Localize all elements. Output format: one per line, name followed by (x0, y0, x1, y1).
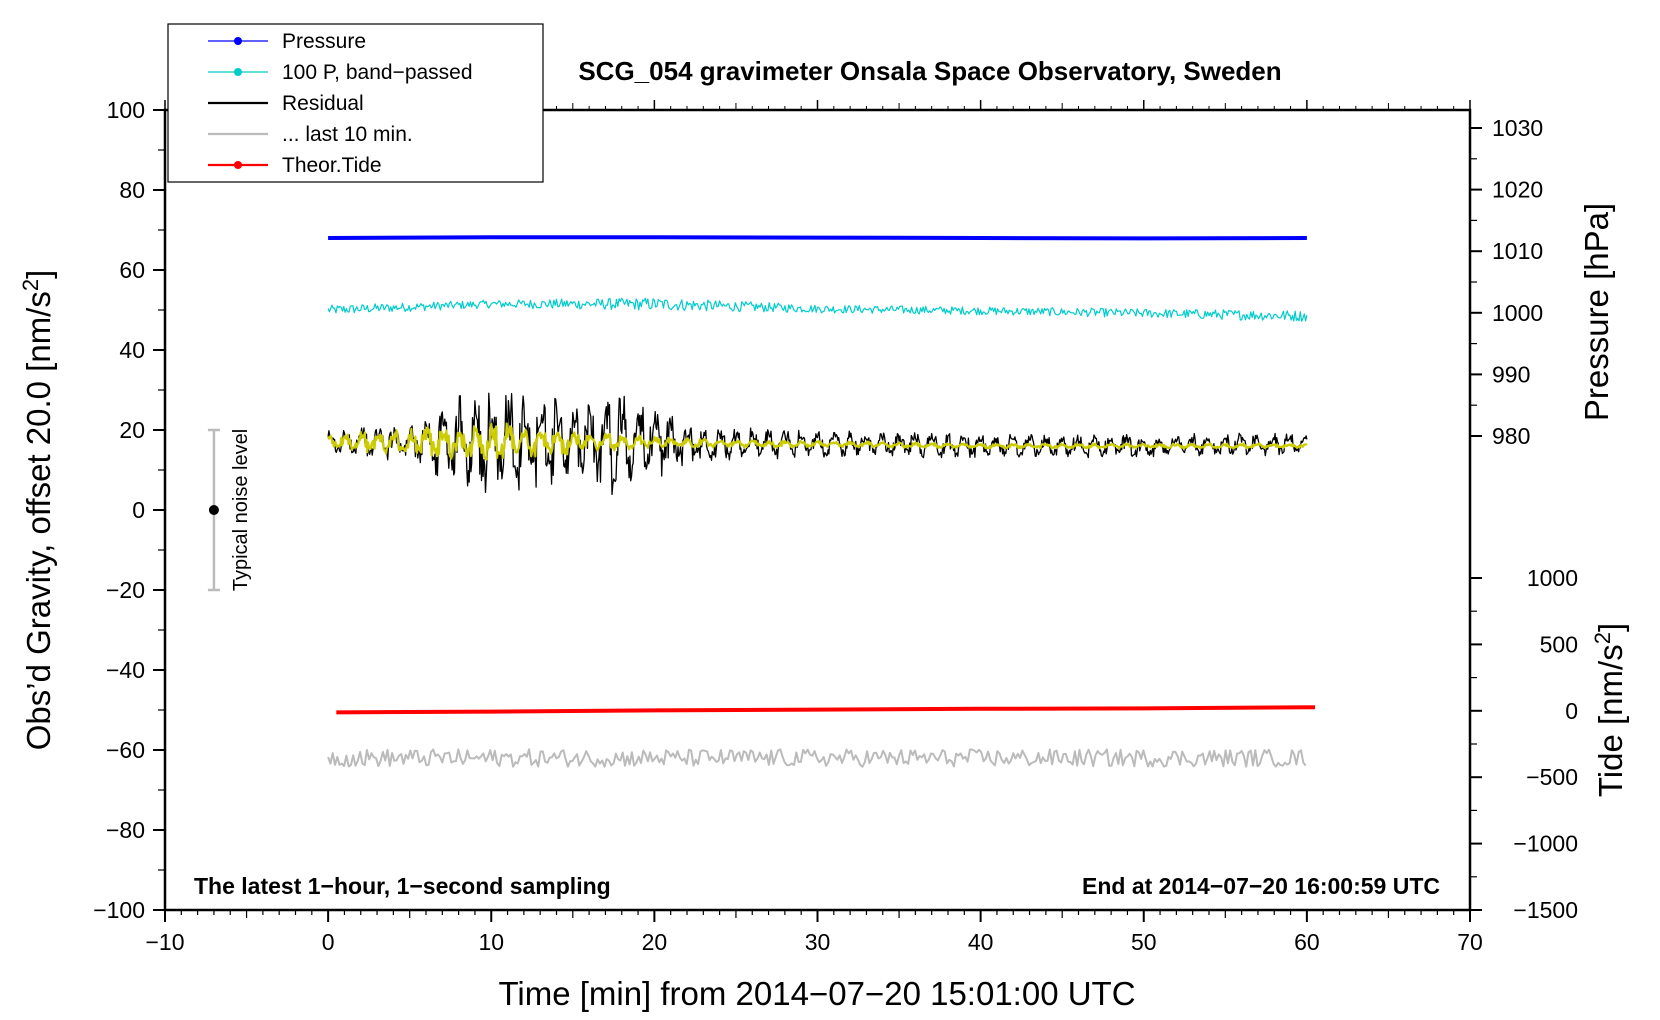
x-tick-label: 10 (478, 929, 504, 955)
legend-label-tide: Theor.Tide (282, 154, 382, 177)
y-tick-label: −60 (106, 737, 145, 763)
tide-tick-label: 500 (1540, 631, 1578, 657)
x-tick-label: 40 (968, 929, 994, 955)
tide-tick-label: −1500 (1513, 897, 1578, 923)
pressure-tick-label: 1030 (1492, 115, 1543, 141)
y-tick-label: 100 (107, 97, 145, 123)
legend-label-residual: Residual (282, 92, 364, 115)
legend-label-last10: ... last 10 min. (282, 123, 413, 146)
legend-marker-tide (234, 161, 242, 169)
y-axis-title-tide-sup: 2 (1590, 632, 1615, 644)
x-tick-label: −10 (145, 929, 184, 955)
y-axis-title-tide-text: Tide [nm/s (1592, 644, 1629, 797)
x-tick-label: 70 (1457, 929, 1483, 955)
noise-bar-center-dot (208, 505, 219, 515)
y-axis-title-tide: Tide [nm/s2] (1590, 623, 1630, 797)
y-tick-label: 40 (119, 337, 145, 363)
y-tick-label: 20 (119, 417, 145, 443)
tide-tick-label: −1000 (1513, 831, 1578, 857)
y-tick-label: 80 (119, 177, 145, 203)
noise-label: Typical noise level (230, 429, 252, 591)
x-tick-label: 60 (1294, 929, 1320, 955)
y-tick-label: 60 (119, 257, 145, 283)
x-tick-label: 50 (1131, 929, 1157, 955)
chart-title: SCG_054 gravimeter Onsala Space Observat… (578, 56, 1281, 86)
series-line-pressure_bp (327, 297, 1308, 322)
plot-area: −10 0 10 20 30 40 50 60 70−100−80−60−40−20020406… (93, 97, 1578, 955)
series-line-smooth (327, 422, 1308, 461)
legend-items: Pressure 100 P, band−passed Residual ... la… (208, 30, 473, 177)
pressure-tick-label: 980 (1492, 423, 1530, 449)
pressure-tick-label: 990 (1492, 361, 1530, 387)
pressure-tick-label: 1010 (1492, 238, 1543, 264)
y-tick-label: −40 (106, 657, 145, 683)
series-line-pressure (328, 235, 1307, 241)
x-tick-label: 0 (322, 929, 335, 955)
series-line-tide (336, 705, 1316, 715)
y-axis-title-left-tail: ] (20, 270, 57, 279)
y-tick-label: −100 (93, 897, 145, 923)
legend-label-pressure: Pressure (282, 30, 366, 53)
y-axis-title-left-text: Obs’d Gravity, offset 20.0 [nm/s (20, 291, 57, 750)
ticks-layer: −10 0 10 20 30 40 50 60 70−100−80−60−40−20020406… (93, 97, 1578, 955)
tide-tick-label: 0 (1565, 698, 1578, 724)
x-axis-title: Time [min] from 2014−07−20 15:01:00 UTC (498, 975, 1135, 1012)
legend-label-pressure_bp: 100 P, band−passed (282, 61, 473, 84)
tide-tick-label: −500 (1526, 764, 1578, 790)
plot-frame (163, 108, 1472, 912)
legend: Pressure 100 P, band−passed Residual ... la… (167, 23, 544, 183)
tide-tick-label: 1000 (1527, 565, 1578, 591)
noise-bar: Typical noise level (207, 428, 252, 592)
series-line-last10 (327, 748, 1307, 768)
y-tick-label: −20 (106, 577, 145, 603)
y-axis-title-left-sup: 2 (18, 279, 43, 291)
legend-marker-pressure_bp (234, 68, 242, 76)
annotation-bottom-left: The latest 1−hour, 1−second sampling (194, 873, 611, 899)
y-axis-title-pressure: Pressure [hPa] (1578, 203, 1615, 421)
pressure-tick-label: 1000 (1492, 300, 1543, 326)
annotation-bottom-right: End at 2014−07−20 16:00:59 UTC (1082, 873, 1440, 899)
y-tick-label: −80 (106, 817, 145, 843)
y-axis-title-left: Obs’d Gravity, offset 20.0 [nm/s2] (18, 270, 58, 751)
x-tick-label: 20 (642, 929, 668, 955)
y-tick-label: 0 (132, 497, 145, 523)
x-tick-label: 30 (805, 929, 831, 955)
legend-marker-pressure (234, 37, 242, 45)
pressure-tick-label: 1020 (1492, 177, 1543, 203)
series-layer (327, 235, 1316, 768)
y-axis-title-tide-tail: ] (1592, 623, 1629, 632)
